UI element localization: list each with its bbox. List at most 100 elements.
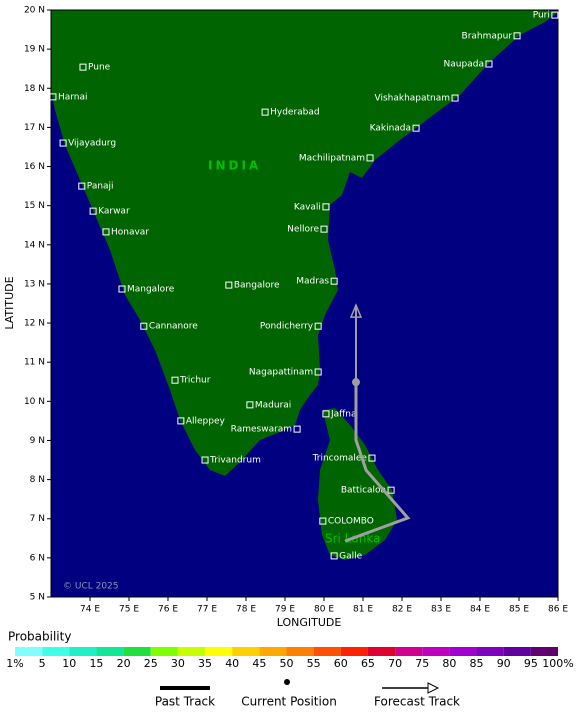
city-marker xyxy=(319,517,327,525)
legend-label: Current Position xyxy=(241,695,337,709)
y-tick-label: 13 N xyxy=(24,279,45,289)
probability-label: 35 xyxy=(198,657,212,670)
probability-label: 40 xyxy=(225,657,239,670)
probability-swatch xyxy=(177,647,206,656)
map-frame xyxy=(50,9,559,598)
city-marker xyxy=(485,60,493,68)
city-label: Rameswaram xyxy=(231,425,292,435)
city-marker xyxy=(314,322,322,330)
probability-swatch xyxy=(449,647,477,656)
x-tick-label: 77 E xyxy=(197,605,217,615)
city-marker xyxy=(293,425,301,433)
x-tick-label: 76 E xyxy=(158,605,178,615)
city-marker xyxy=(320,225,328,233)
city-marker xyxy=(366,154,374,162)
city-marker xyxy=(387,486,395,494)
probability-label: 30 xyxy=(171,657,185,670)
city-marker xyxy=(322,203,330,211)
probability-label: 45 xyxy=(252,657,266,670)
x-tick-label: 75 E xyxy=(119,605,139,615)
city-marker xyxy=(261,108,269,116)
x-tick-label: 85 E xyxy=(509,605,529,615)
city-label: Jaffna xyxy=(330,409,357,419)
city-label: Trincomalee xyxy=(312,454,368,464)
city-marker xyxy=(551,11,559,19)
city-label: Vijayadurg xyxy=(68,139,116,149)
probability-swatch xyxy=(503,647,531,656)
y-tick-label: 11 N xyxy=(24,358,45,368)
probability-label: 60 xyxy=(334,657,348,670)
city-marker xyxy=(140,322,148,330)
city-marker xyxy=(368,454,376,462)
city-marker xyxy=(118,285,126,293)
city-label: Nellore xyxy=(287,225,319,235)
probability-swatch xyxy=(476,647,504,656)
x-axis-title: LONGITUDE xyxy=(277,616,342,629)
probability-swatch xyxy=(15,647,43,656)
probability-swatch xyxy=(530,647,558,656)
probability-label: 20 xyxy=(117,657,131,670)
city-marker xyxy=(451,94,459,102)
city-marker xyxy=(412,124,420,132)
country-label: INDIA xyxy=(208,159,261,173)
legend-arrow-head xyxy=(427,682,440,694)
x-tick-label: 82 E xyxy=(392,605,412,615)
probability-swatch xyxy=(150,647,178,656)
probability-label: 50 xyxy=(280,657,294,670)
probability-swatch xyxy=(123,647,151,656)
y-tick-label: 20 N xyxy=(24,6,45,16)
city-marker xyxy=(246,401,254,409)
probability-label: 80 xyxy=(442,657,456,670)
city-label: Naupada xyxy=(444,60,484,70)
city-marker xyxy=(330,552,338,560)
city-marker xyxy=(225,281,233,289)
x-tick-label: 80 E xyxy=(314,605,334,615)
x-tick-label: 79 E xyxy=(275,605,295,615)
india-land xyxy=(51,10,558,476)
city-label: Madras xyxy=(296,277,329,287)
y-axis-title: LATITUDE xyxy=(3,276,16,329)
city-label: Cannanore xyxy=(149,322,198,332)
y-tick-label: 17 N xyxy=(24,123,45,133)
probability-swatch xyxy=(286,647,314,656)
city-label: Pune xyxy=(88,63,111,73)
probability-label: 15 xyxy=(89,657,103,670)
city-label: COLOMBO xyxy=(328,517,374,527)
probability-swatch xyxy=(313,647,341,656)
city-marker xyxy=(171,376,179,384)
city-label: Alleppey xyxy=(186,416,226,426)
probability-title: Probability xyxy=(8,630,71,644)
probability-label: 95 xyxy=(524,657,538,670)
probability-swatch xyxy=(259,647,287,656)
city-label: Trivandrum xyxy=(209,456,261,466)
probability-label: 5 xyxy=(39,657,46,670)
probability-swatch xyxy=(422,647,450,656)
legend-label: Forecast Track xyxy=(374,695,460,709)
city-label: Galle xyxy=(339,551,362,561)
y-tick-label: 14 N xyxy=(24,240,45,250)
probability-label: 25 xyxy=(144,657,158,670)
x-tick-label: 78 E xyxy=(236,605,256,615)
x-tick-label: 81 E xyxy=(353,605,373,615)
city-label: Bangalore xyxy=(234,281,280,291)
probability-label: 10 xyxy=(62,657,76,670)
city-marker xyxy=(102,228,110,236)
city-label: Hyderabad xyxy=(270,108,320,118)
y-tick-label: 19 N xyxy=(24,45,45,55)
probability-label: 85 xyxy=(470,657,484,670)
probability-swatch xyxy=(340,647,368,656)
city-label: Kavali xyxy=(294,202,321,212)
city-label: Brahmapur xyxy=(462,31,513,41)
city-marker xyxy=(314,368,322,376)
y-tick-label: 12 N xyxy=(24,319,45,329)
forecast-arrow-head xyxy=(349,303,363,318)
city-label: Batticaloa xyxy=(341,486,386,496)
city-label: Harnai xyxy=(58,92,88,102)
x-tick-label: 74 E xyxy=(80,605,100,615)
city-label: Puri xyxy=(533,11,550,21)
probability-swatch xyxy=(205,647,233,656)
city-label: Trichur xyxy=(179,376,211,386)
city-label: Mangalore xyxy=(127,285,175,295)
city-marker xyxy=(322,410,330,418)
